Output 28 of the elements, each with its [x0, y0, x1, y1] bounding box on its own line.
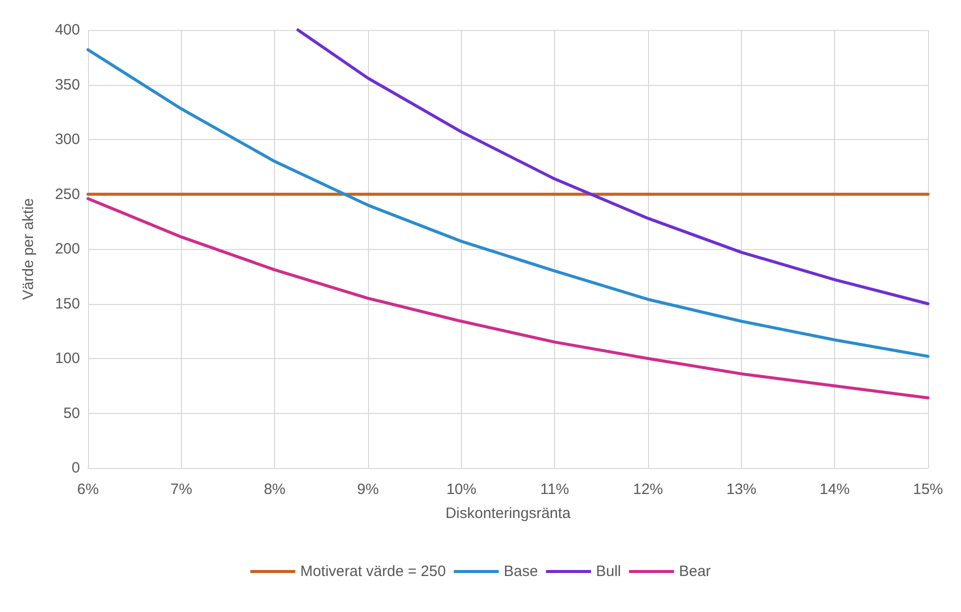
legend-label: Motiverat värde = 250 — [300, 563, 446, 580]
x-tick-label: 7% — [170, 481, 192, 498]
x-tick-label: 12% — [632, 481, 664, 498]
y-tick-label: 300 — [54, 131, 80, 148]
y-tick-label: 350 — [54, 76, 80, 94]
y-tick-label: 150 — [54, 295, 80, 312]
line-series — [296, 28, 930, 306]
x-tick-label: 13% — [726, 481, 756, 498]
y-tick-label: 400 — [54, 22, 80, 38]
y-axis-title: Värde per aktie — [20, 198, 37, 300]
x-tick-label: 11% — [540, 481, 570, 498]
y-tick-label: 250 — [54, 186, 80, 203]
y-tick-label: 100 — [54, 350, 80, 367]
legend-label: Base — [504, 563, 538, 580]
line-series — [86, 48, 930, 358]
x-tick-label: 10% — [446, 481, 476, 498]
x-tick-label: 8% — [264, 481, 286, 498]
x-tick-label: 9% — [357, 481, 379, 498]
y-tick-label: 0 — [72, 460, 80, 476]
x-tick-label: 15% — [912, 481, 944, 498]
x-tick-label: 6% — [77, 481, 99, 498]
line-series — [86, 197, 930, 400]
x-tick-label: 14% — [820, 481, 850, 498]
x-axis-title: Diskonteringsränta — [445, 505, 572, 522]
legend-label: Bear — [679, 563, 711, 580]
y-tick-label: 50 — [63, 404, 80, 422]
legend-label: Bull — [596, 563, 622, 580]
y-tick-label: 200 — [54, 240, 80, 258]
